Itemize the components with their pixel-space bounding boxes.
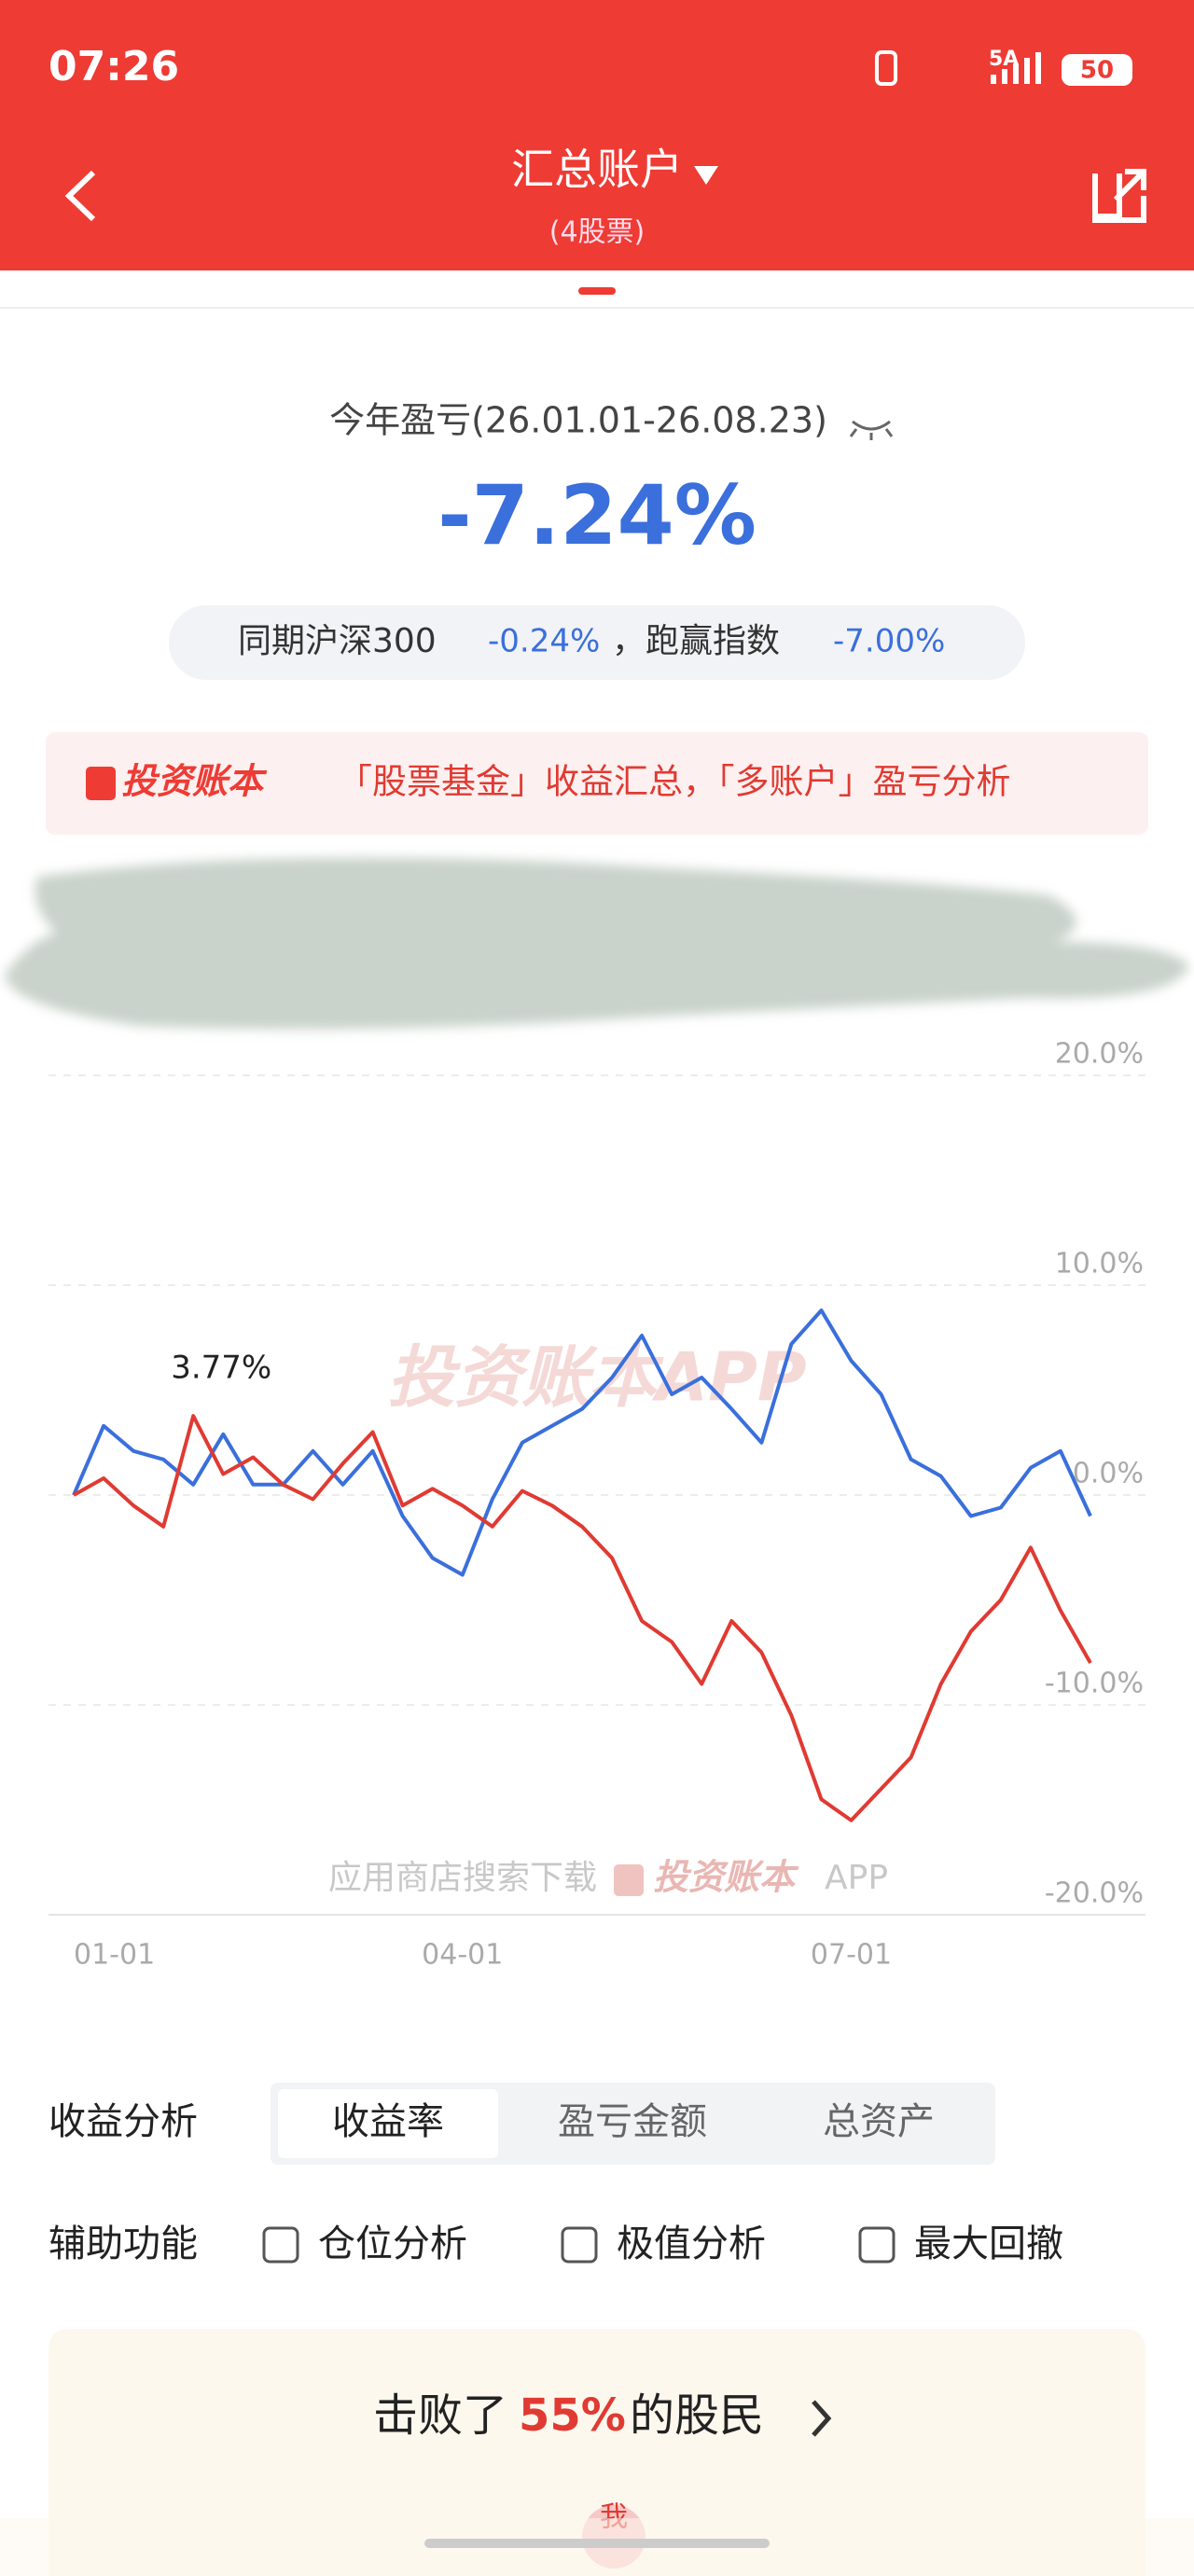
tool-label[interactable]: 最大回撤 xyxy=(914,2223,1063,2265)
tool-label[interactable]: 极值分析 xyxy=(617,2223,766,2265)
footer-watermark-suffix: APP xyxy=(825,1859,888,1897)
excess-value: -7.00% xyxy=(833,623,945,660)
rank-prefix: 击败了 xyxy=(373,2389,507,2442)
benchmark-value: -0.24% xyxy=(488,623,600,660)
y-tick-label: 20.0% xyxy=(1055,1038,1144,1071)
y-tick-label: -10.0% xyxy=(1045,1668,1144,1700)
tab[interactable]: 盈亏金额 xyxy=(558,2100,707,2143)
benchmark-label: 同期沪深300 xyxy=(238,622,437,660)
vibrate-icon xyxy=(875,50,897,86)
checkbox[interactable] xyxy=(858,2226,896,2264)
brand-logo xyxy=(86,767,116,800)
y-tick-label: 10.0% xyxy=(1055,1248,1144,1281)
battery-level: 50 xyxy=(1080,57,1114,85)
rank-suffix: 的股民 xyxy=(630,2389,764,2442)
tool-label[interactable]: 仓位分析 xyxy=(318,2223,467,2265)
rank-value: 55% xyxy=(519,2389,626,2442)
data-label: 3.77% xyxy=(171,1350,271,1387)
x-tick-label: 07-01 xyxy=(811,1939,892,1972)
x-tick-label: 04-01 xyxy=(422,1939,503,1972)
battery-icon xyxy=(1062,54,1132,86)
checkbox[interactable] xyxy=(561,2226,598,2264)
tab-selected-bg xyxy=(278,2089,498,2158)
chart-watermark: 投资账本APP xyxy=(387,1338,806,1417)
tab[interactable]: 总资产 xyxy=(823,2100,935,2143)
header-subtitle: (4股票) xyxy=(549,216,646,249)
x-tick-label: 01-01 xyxy=(74,1939,155,1972)
status-time: 07:26 xyxy=(49,43,179,90)
tools-label: 辅助功能 xyxy=(49,2223,198,2265)
signal-icon xyxy=(991,52,1041,84)
tab[interactable]: 收益率 xyxy=(332,2100,444,2143)
redacted-area xyxy=(5,857,1189,1030)
back-button[interactable] xyxy=(64,170,96,222)
share-button[interactable] xyxy=(1092,169,1146,223)
period-label: 今年盈亏(26.01.01-26.08.23) xyxy=(329,400,827,441)
page-indicator xyxy=(578,287,616,295)
header-title[interactable]: 汇总账户 xyxy=(511,145,683,195)
footer-watermark-logo xyxy=(614,1864,644,1896)
dropdown-icon[interactable] xyxy=(694,166,718,185)
hide-icon[interactable] xyxy=(849,420,894,440)
header-bg xyxy=(0,0,1194,270)
total-return: -7.24% xyxy=(437,467,757,563)
benchmark-pill xyxy=(169,605,1025,680)
home-indicator[interactable] xyxy=(424,2539,770,2548)
banner-brand: 投资账本 xyxy=(121,761,268,802)
checkbox[interactable] xyxy=(262,2226,299,2264)
banner-text: 「股票基金」收益汇总，「多账户」盈亏分析 xyxy=(338,762,1011,802)
series-line xyxy=(73,1414,1092,1822)
banner-bg[interactable] xyxy=(46,732,1148,835)
series-line xyxy=(72,1309,1092,1577)
footer-watermark-brand: 投资账本 xyxy=(653,1857,799,1898)
footer-watermark-prefix: 应用商店搜索下载 xyxy=(328,1859,597,1897)
rank-card[interactable] xyxy=(49,2329,1145,2576)
y-tick-label: 0.0% xyxy=(1073,1458,1144,1490)
excess-label: ，跑赢指数 xyxy=(612,622,780,660)
rank-chevron[interactable] xyxy=(812,2400,832,2437)
y-tick-label: -20.0% xyxy=(1045,1877,1144,1910)
tabs-label: 收益分析 xyxy=(49,2100,198,2143)
